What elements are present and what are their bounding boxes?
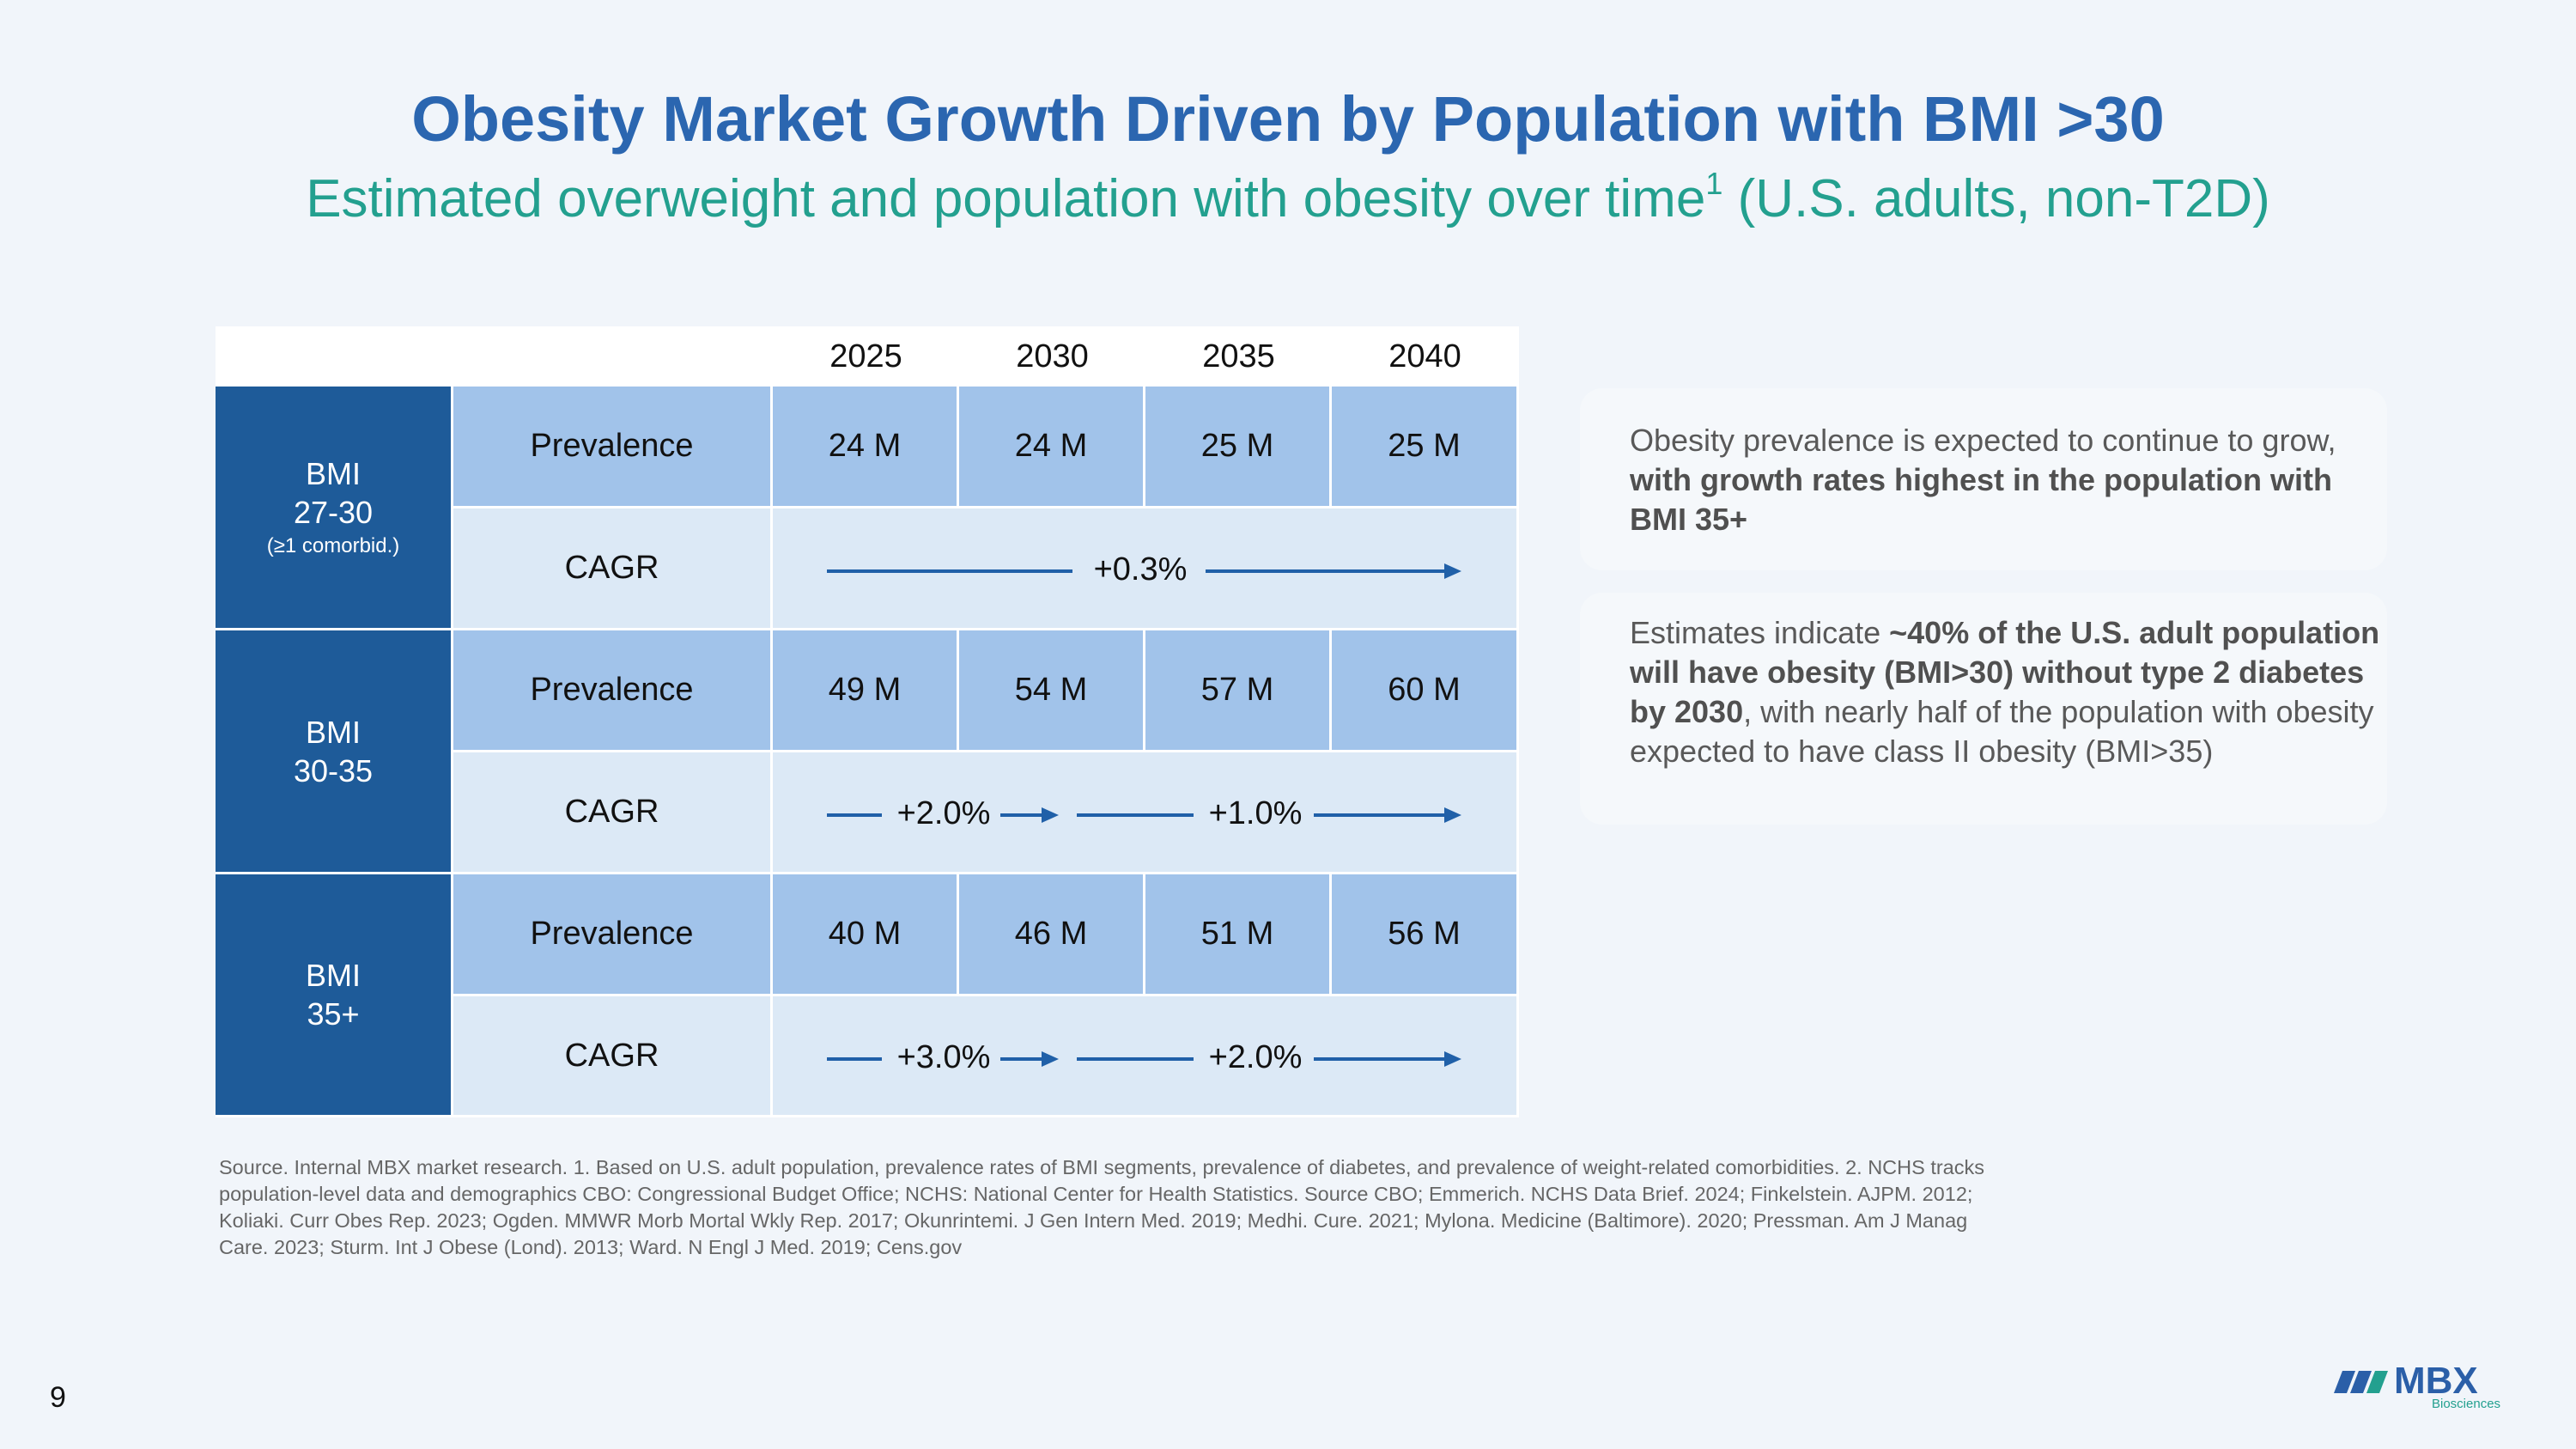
cagr-value: +2.0% bbox=[896, 795, 991, 831]
prevalence-value: 54 M bbox=[959, 630, 1145, 752]
year-header: 2040 bbox=[1388, 338, 1461, 374]
prevalence-value: 24 M bbox=[773, 387, 959, 508]
arrow-head-icon bbox=[1444, 1051, 1461, 1067]
logo-wordmark: MBX bbox=[2394, 1360, 2478, 1402]
callout-estimates: Estimates indicate ~40% of the U.S. adul… bbox=[1580, 593, 2387, 825]
bmi-label-range: 30-35 bbox=[293, 752, 374, 788]
table-header-row: 2025 2030 2035 2040 bbox=[216, 326, 1519, 387]
prevalence-value: 40 M bbox=[773, 874, 959, 996]
bmi-label-range: 27-30 bbox=[293, 494, 374, 530]
prevalence-value: 24 M bbox=[959, 387, 1145, 508]
cagr-value: +1.0% bbox=[1208, 795, 1303, 831]
cagr-value: +3.0% bbox=[896, 1039, 991, 1075]
cagr-value: +2.0% bbox=[1208, 1039, 1303, 1075]
prevalence-value: 25 M bbox=[1145, 387, 1332, 508]
row-label-cagr: CAGR bbox=[453, 752, 773, 874]
row-label-cagr: CAGR bbox=[453, 508, 773, 630]
callout-text: Estimates indicate bbox=[1630, 615, 1890, 650]
cagr-arrow-line bbox=[1314, 813, 1446, 817]
row-label-prevalence: Prevalence bbox=[453, 387, 773, 508]
year-header: 2025 bbox=[829, 338, 902, 374]
slide-title: Obesity Market Growth Driven by Populati… bbox=[411, 83, 2165, 155]
prevalence-value: 49 M bbox=[773, 630, 959, 752]
prevalence-value: 56 M bbox=[1332, 874, 1519, 996]
row-label-prevalence: Prevalence bbox=[453, 874, 773, 996]
bmi-label-note: (≥1 comorbid.) bbox=[266, 533, 400, 557]
cagr-arrow-line bbox=[1000, 1057, 1043, 1061]
logo-tagline: Biosciences bbox=[2432, 1397, 2500, 1411]
cagr-arrow-line bbox=[1077, 813, 1194, 817]
arrow-head-icon bbox=[1444, 563, 1461, 579]
slide-subtitle: Estimated overweight and population with… bbox=[0, 168, 2576, 229]
prevalence-table: 2025 2030 2035 2040 BMI 27-30 (≥1 comorb… bbox=[216, 326, 1519, 1117]
year-header: 2035 bbox=[1202, 338, 1275, 374]
prevalence-value: 25 M bbox=[1332, 387, 1519, 508]
mbx-logo: MBX Biosciences bbox=[2334, 1350, 2531, 1412]
prevalence-value: 60 M bbox=[1332, 630, 1519, 752]
callout-text: , with nearly half of the population wit… bbox=[1630, 694, 2374, 769]
bmi-label-range: 35+ bbox=[307, 996, 360, 1032]
cagr-arrow-line bbox=[1206, 569, 1446, 573]
bmi-label-line1: BMI bbox=[305, 455, 361, 491]
subtitle-tail: (U.S. adults, non-T2D) bbox=[1722, 169, 2270, 228]
cagr-arrow-line bbox=[1000, 813, 1043, 817]
cagr-arrow-line bbox=[827, 1057, 882, 1061]
subtitle-main: Estimated overweight and population with… bbox=[306, 169, 1706, 228]
prevalence-value: 57 M bbox=[1145, 630, 1332, 752]
callout-text: Obesity prevalence is expected to contin… bbox=[1630, 423, 2336, 458]
mbx-logo-mark-icon: MBX Biosciences bbox=[2334, 1360, 2500, 1411]
prevalence-value: 51 M bbox=[1145, 874, 1332, 996]
cagr-arrow-line bbox=[1314, 1057, 1446, 1061]
cagr-value: +0.3% bbox=[1093, 551, 1188, 588]
arrow-head-icon bbox=[1444, 807, 1461, 823]
page-number: 9 bbox=[50, 1381, 66, 1414]
row-label-prevalence: Prevalence bbox=[453, 630, 773, 752]
callout-growth: Obesity prevalence is expected to contin… bbox=[1580, 388, 2387, 570]
cagr-arrow-line bbox=[827, 813, 882, 817]
cagr-arrow-line bbox=[827, 569, 1072, 573]
arrow-head-icon bbox=[1042, 1051, 1059, 1067]
bmi-group-label: BMI 30-35 bbox=[216, 630, 453, 874]
prevalence-value: 46 M bbox=[959, 874, 1145, 996]
bmi-label-line1: BMI bbox=[305, 714, 361, 750]
footnote-marker: 1 bbox=[1705, 166, 1723, 201]
cagr-cell bbox=[773, 996, 1519, 1117]
year-header: 2030 bbox=[1016, 338, 1089, 374]
arrow-head-icon bbox=[1042, 807, 1059, 823]
callout-emphasis: with growth rates highest in the populat… bbox=[1630, 462, 2332, 537]
bmi-group-label: BMI 27-30 (≥1 comorbid.) bbox=[216, 387, 453, 630]
bmi-group-label: BMI 35+ bbox=[216, 874, 453, 1117]
source-footnote: Source. Internal MBX market research. 1.… bbox=[219, 1156, 1984, 1258]
callout-emphasis: ~40% of the U.S. adult population will h… bbox=[1630, 615, 2380, 729]
bmi-label-line1: BMI bbox=[305, 958, 361, 993]
row-label-cagr: CAGR bbox=[453, 996, 773, 1117]
cagr-arrow-line bbox=[1077, 1057, 1194, 1061]
